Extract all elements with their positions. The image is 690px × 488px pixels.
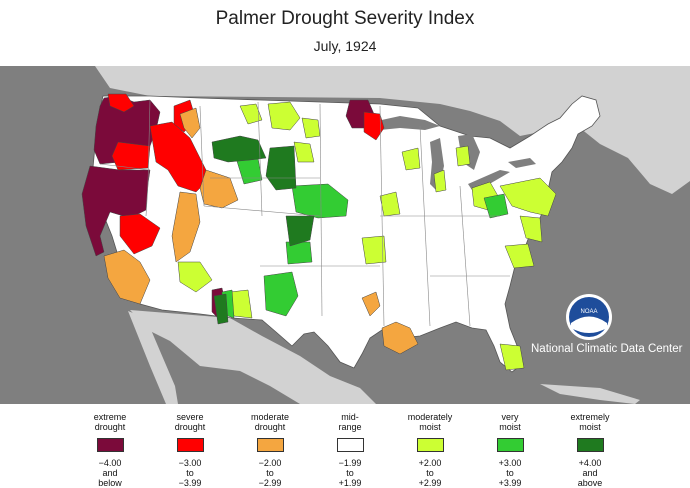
legend-swatch	[177, 438, 204, 452]
baja-peninsula	[128, 311, 178, 404]
state-borders	[99, 99, 510, 327]
mexico-landmass	[130, 310, 376, 404]
moderately-moist-regions	[177, 101, 557, 371]
legend-swatch	[497, 438, 524, 452]
cuba-island	[540, 384, 640, 404]
legend-swatch	[577, 438, 604, 452]
canada-landmass	[95, 66, 690, 194]
map-subtitle: July, 1924	[313, 38, 377, 54]
legend-swatch	[417, 438, 444, 452]
map-title: Palmer Drought Severity Index	[215, 8, 475, 29]
drought-map: NOAA	[0, 66, 690, 404]
extremely-moist-regions	[211, 135, 315, 325]
legend-swatch	[337, 438, 364, 452]
ncdc-credit: National Climatic Data Center	[531, 343, 683, 355]
legend-swatch	[257, 438, 284, 452]
lake-superior	[372, 116, 440, 130]
legend: extreme drought −4.00 and below severe droug…	[93, 412, 610, 488]
noaa-logo: NOAA	[566, 294, 612, 340]
svg-text:NOAA: NOAA	[580, 309, 597, 315]
lake-ontario	[508, 158, 536, 168]
legend-swatch	[97, 438, 124, 452]
moderate-drought-regions	[103, 107, 419, 355]
very-moist-regions	[221, 157, 509, 319]
lake-erie	[468, 170, 510, 190]
